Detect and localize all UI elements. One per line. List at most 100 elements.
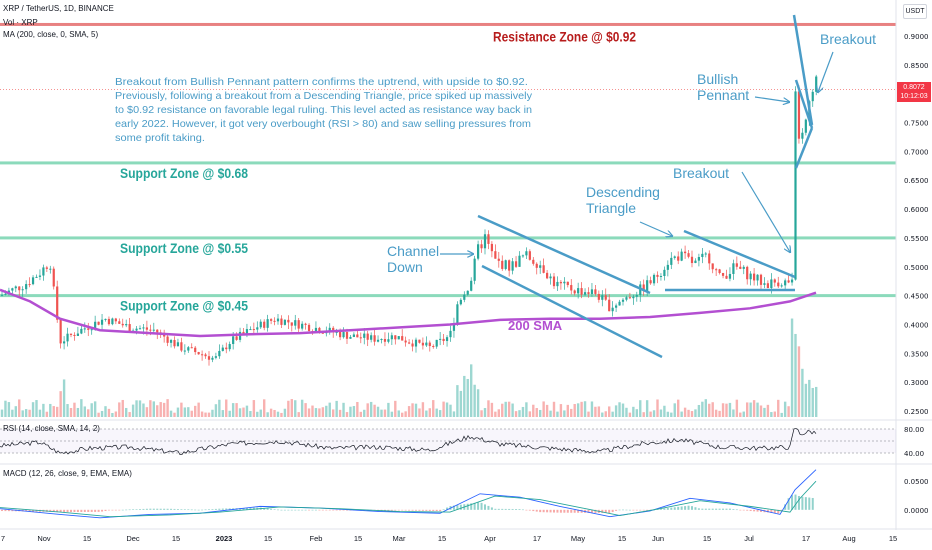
candle-body [176,342,180,347]
macd-histogram-bar [553,509,555,513]
volume-bar [311,405,314,417]
macd-histogram-bar [32,509,35,512]
macd-histogram-bar [677,506,680,510]
macd-histogram-bar [804,497,807,510]
unit-button[interactable]: USDT [903,4,927,19]
candle-body [301,323,304,329]
volume-bar [83,406,86,417]
volume-bar [314,408,318,417]
candle-body [376,339,380,342]
volume-bar [173,412,176,417]
macd-histogram-bar [556,509,559,513]
volume-bar [107,408,111,417]
volume-bar [659,409,663,417]
macd-histogram-bar [456,505,459,510]
candle-body [787,280,790,283]
volume-bar [587,411,590,417]
volume-bar [228,410,231,417]
macd-pane: MACD (12, 26, close, 9, EMA, EMA) 0.0500 0… [0,463,932,519]
x-tick-label: 15 [889,534,897,543]
volume-bar [545,404,549,417]
macd-histogram-bar [263,508,266,510]
pennant-label-1: Bullish [697,71,738,87]
candle-body [363,333,366,338]
volume-bar [369,401,373,417]
x-tick-label: Dec [126,534,140,543]
macd-histogram-bar [535,509,538,512]
candle-body [511,261,514,271]
volume-bar [24,409,28,417]
macd-histogram-bar [321,509,324,511]
candle-body [463,294,466,300]
candle-body [777,282,780,287]
candle-body [252,329,255,331]
volume-bar [66,404,69,417]
volume-bar [414,403,418,417]
macd-histogram-bar [387,509,390,511]
breakout-top-arrow [818,51,834,92]
volume-bar [742,411,745,417]
macd-histogram-bar [325,509,328,511]
candle-body [735,263,738,267]
candle-body [345,332,349,339]
candle-body [618,301,621,306]
volume-bar [0,409,4,417]
volume-bar [401,412,404,417]
macd-histogram-bar [277,509,279,511]
volume-bar [376,406,380,417]
volume-bar [470,364,473,417]
volume-bar [438,410,442,417]
candle-body [597,293,600,300]
volume-bar [221,410,224,417]
volume-bar [404,411,407,417]
volume-bar [425,410,428,417]
candle-body [632,296,635,299]
candle-body [753,273,756,281]
candle-body [280,318,283,325]
macd-histogram-bar [211,509,214,510]
volume-bar [514,411,518,417]
macd-histogram-bar [487,505,490,510]
volume-bar [225,399,228,417]
volume-bar [263,399,266,417]
zones [0,22,896,298]
volume-bar [597,406,601,417]
macd-histogram-bar [418,509,421,511]
volume-bar [497,409,500,417]
macd-histogram-bar [173,508,176,510]
candle-body [625,297,628,300]
macd-histogram-bar [87,509,90,512]
volume-bar [56,406,59,417]
pattern-lines [440,14,834,359]
macd-histogram-bar [287,509,290,511]
volume-bar [294,400,297,417]
volume-bar [663,405,666,417]
candle-body [100,319,104,325]
x-tick-label: Aug [842,534,855,543]
macd-histogram-bar [753,509,756,512]
candle-body [525,251,528,256]
volume-bar [618,402,621,417]
macd-histogram-bar [128,509,131,511]
volume-bar [645,400,649,417]
candle-body [728,273,732,279]
candle-body [11,288,14,291]
volume-bar [642,412,645,417]
candle-body [756,274,759,281]
candle-body [97,321,100,325]
candle-body [128,324,131,332]
volume-bar [304,403,307,417]
volume-bar [162,402,166,417]
candle-body [349,336,352,339]
macd-histogram-bar [608,509,611,513]
macd-histogram-bar [66,509,69,513]
y-tick-label: 0.5500 [904,235,929,243]
volume-bar [214,404,218,417]
macd-histogram-bar [332,509,335,511]
macd-histogram-bar [56,509,59,513]
volume-bar [704,399,707,417]
x-tick-label: Feb [310,534,323,543]
volume-bar [539,409,542,417]
macd-histogram-bar [290,509,293,511]
